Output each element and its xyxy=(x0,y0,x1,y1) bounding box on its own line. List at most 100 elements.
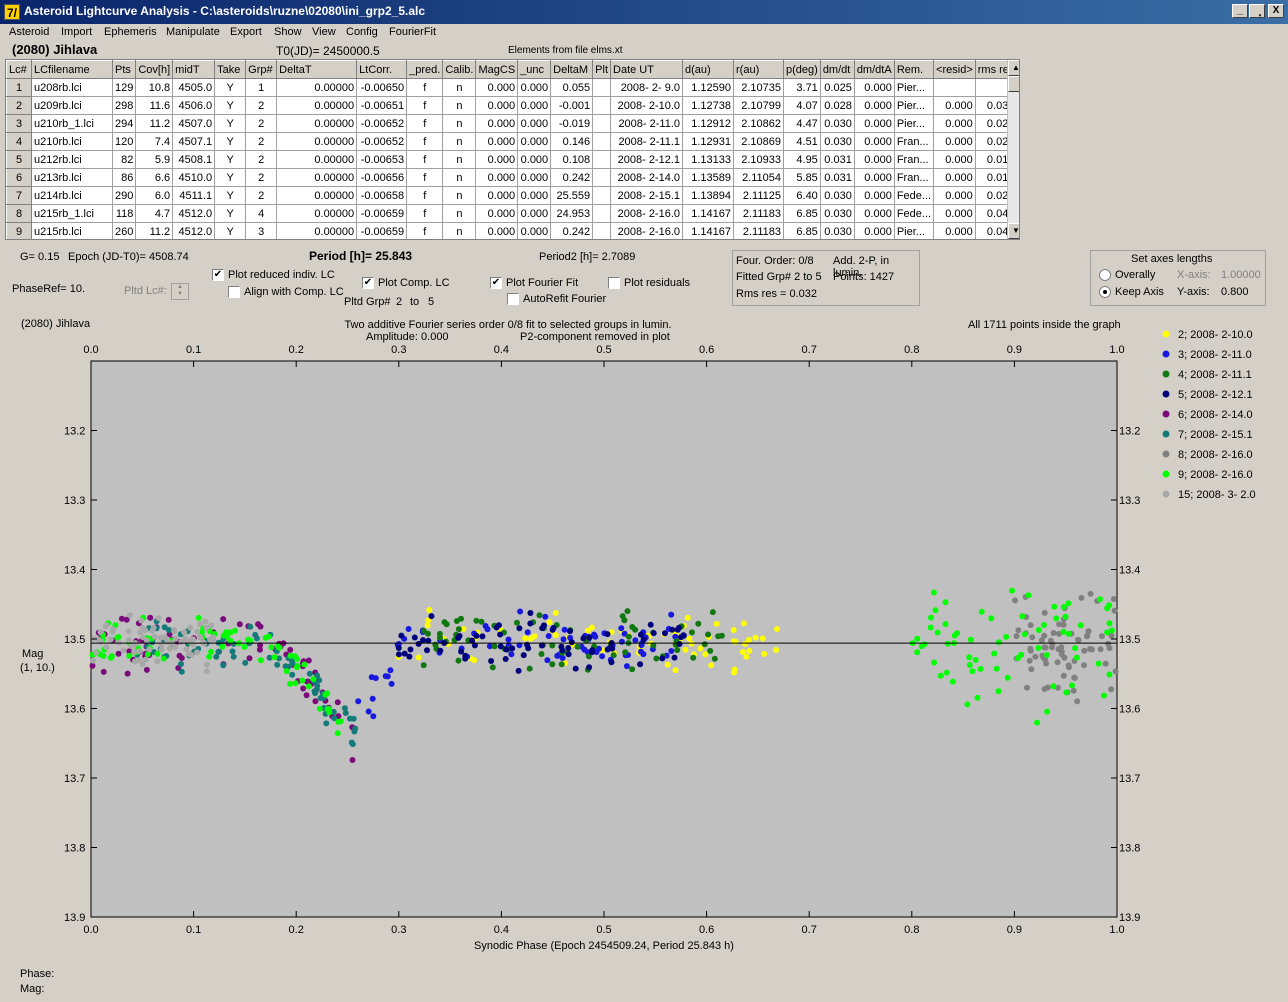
table-cell[interactable]: 0.030 xyxy=(819,204,855,223)
table-cell[interactable]: n xyxy=(442,222,477,239)
table-cell[interactable]: 0.030 xyxy=(819,114,855,133)
table-cell[interactable]: 11.6 xyxy=(135,96,174,115)
table-cell[interactable]: 2.11183 xyxy=(733,222,785,239)
lightcurve-plot[interactable]: (2080) Jihlava Two additive Fourier serie… xyxy=(18,313,1270,965)
menu-manipulate[interactable]: Manipulate xyxy=(166,26,220,38)
table-cell[interactable]: 2.11054 xyxy=(733,168,785,187)
table-cell[interactable]: 0.000 xyxy=(853,132,895,151)
table-cell[interactable]: 0.108 xyxy=(550,150,594,169)
table-cell[interactable]: 1.14167 xyxy=(682,222,735,239)
column-header[interactable]: Cov[h] xyxy=(135,60,174,79)
table-cell[interactable]: 2008- 2-11.1 xyxy=(610,132,684,151)
table-row[interactable]: 5 u212rb.lci 82 5.9 4508.1 Y 2 0.00000 -0.00653 f… xyxy=(6,150,1018,169)
table-cell[interactable]: 118 xyxy=(111,204,137,223)
table-cell[interactable]: 10.8 xyxy=(135,78,174,97)
table-cell[interactable]: 0.055 xyxy=(550,78,594,97)
table-cell[interactable]: 0.146 xyxy=(550,132,594,151)
table-cell[interactable]: 0.000 xyxy=(475,96,519,115)
table-cell[interactable]: Pier... xyxy=(893,96,935,115)
table-cell[interactable]: 0.031 xyxy=(819,168,855,187)
table-cell[interactable]: 0.000 xyxy=(853,78,895,97)
table-cell[interactable]: Y xyxy=(214,186,247,205)
table-cell[interactable]: 4507.0 xyxy=(172,114,216,133)
table-cell[interactable]: 1.13894 xyxy=(682,186,735,205)
table-cell[interactable]: 0.030 xyxy=(819,186,855,205)
period-value[interactable]: Period [h]= 25.843 xyxy=(309,249,413,263)
restore-button[interactable]: ܸ xyxy=(1249,4,1265,18)
table-cell[interactable]: 1.12931 xyxy=(682,132,735,151)
table-cell[interactable]: n xyxy=(442,186,477,205)
table-cell[interactable]: 0.000 xyxy=(517,186,552,205)
table-cell[interactable]: 0.000 xyxy=(517,132,552,151)
table-cell[interactable]: 7.4 xyxy=(135,132,174,151)
table-cell[interactable] xyxy=(592,204,612,223)
table-cell[interactable]: Y xyxy=(214,96,247,115)
menu-fourierfit[interactable]: FourierFit xyxy=(389,26,437,38)
table-row[interactable]: 2 u209rb.lci 298 11.6 4506.0 Y 2 0.00000 -0.0065… xyxy=(6,96,1018,115)
menu-asteroid[interactable]: Asteroid xyxy=(9,26,50,38)
table-cell[interactable]: 6.85 xyxy=(783,204,821,223)
table-cell[interactable]: -0.00652 xyxy=(356,114,408,133)
table-cell[interactable] xyxy=(592,78,612,97)
table-cell[interactable]: 4507.1 xyxy=(172,132,216,151)
table-cell[interactable]: 0.242 xyxy=(550,168,594,187)
row-number[interactable]: 9 xyxy=(6,222,32,239)
table-cell[interactable]: 0.000 xyxy=(517,78,552,97)
table-cell[interactable]: 6.85 xyxy=(783,222,821,239)
table-cell[interactable]: 0.000 xyxy=(853,204,895,223)
table-cell[interactable] xyxy=(592,150,612,169)
align-comp-checkbox[interactable]: Align with Comp. LC xyxy=(228,286,344,298)
table-cell[interactable]: n xyxy=(442,204,477,223)
table-cell[interactable]: 1.13133 xyxy=(682,150,735,169)
table-cell[interactable]: 1.13589 xyxy=(682,168,735,187)
table-cell[interactable]: u213rb.lci xyxy=(31,168,113,187)
lightcurve-chart[interactable]: (2080) Jihlava Two additive Fourier serie… xyxy=(18,313,1270,965)
row-number[interactable]: 3 xyxy=(6,114,32,133)
table-cell[interactable]: 4 xyxy=(245,204,278,223)
row-number[interactable]: 7 xyxy=(6,186,32,205)
keep-axis-radio[interactable]: Keep Axis xyxy=(1099,286,1164,298)
table-cell[interactable]: 4505.0 xyxy=(172,78,216,97)
table-cell[interactable]: Y xyxy=(214,150,247,169)
row-number[interactable]: 4 xyxy=(6,132,32,151)
menu-view[interactable]: View xyxy=(312,26,336,38)
table-cell[interactable]: 0.000 xyxy=(517,114,552,133)
table-cell[interactable]: 4512.0 xyxy=(172,204,216,223)
table-cell[interactable]: 2008- 2-11.0 xyxy=(610,114,684,133)
menu-ephemeris[interactable]: Ephemeris xyxy=(104,26,157,38)
table-cell[interactable] xyxy=(592,96,612,115)
table-cell[interactable]: n xyxy=(442,168,477,187)
table-cell[interactable]: 4512.0 xyxy=(172,222,216,239)
table-cell[interactable]: 2.10862 xyxy=(733,114,785,133)
table-cell[interactable]: 6.6 xyxy=(135,168,174,187)
table-cell[interactable]: 260 xyxy=(111,222,137,239)
table-cell[interactable]: -0.019 xyxy=(550,114,594,133)
table-cell[interactable]: 2.11125 xyxy=(733,186,785,205)
table-cell[interactable]: Y xyxy=(214,168,247,187)
table-cell[interactable]: f xyxy=(406,204,444,223)
table-cell[interactable]: 0.000 xyxy=(933,204,976,223)
table-cell[interactable]: Y xyxy=(214,204,247,223)
table-cell[interactable]: 4510.0 xyxy=(172,168,216,187)
table-cell[interactable]: Fede... xyxy=(893,204,935,223)
table-cell[interactable] xyxy=(592,168,612,187)
table-cell[interactable]: 0.000 xyxy=(933,186,976,205)
table-cell[interactable]: 3.71 xyxy=(783,78,821,97)
period2-value[interactable]: Period2 [h]= 2.7089 xyxy=(539,251,636,263)
table-cell[interactable]: 0.00000 xyxy=(276,96,358,115)
table-cell[interactable]: 0.000 xyxy=(475,168,519,187)
table-cell[interactable]: 5.85 xyxy=(783,168,821,187)
table-row[interactable]: 7 u214rb.lci 290 6.0 4511.1 Y 2 0.00000 -0.00658… xyxy=(6,186,1018,205)
table-cell[interactable]: 2008- 2-10.0 xyxy=(610,96,684,115)
table-cell[interactable]: n xyxy=(442,150,477,169)
table-cell[interactable]: 0.000 xyxy=(517,150,552,169)
table-cell[interactable]: -0.00658 xyxy=(356,186,408,205)
table-cell[interactable]: -0.001 xyxy=(550,96,594,115)
table-cell[interactable]: 11.2 xyxy=(135,222,174,239)
table-cell[interactable]: u215rb_1.lci xyxy=(31,204,113,223)
table-cell[interactable]: 0.025 xyxy=(819,78,855,97)
menu-show[interactable]: Show xyxy=(274,26,302,38)
plot-residuals-checkbox[interactable]: Plot residuals xyxy=(608,277,690,289)
table-cell[interactable]: 1.12912 xyxy=(682,114,735,133)
table-cell[interactable]: u209rb.lci xyxy=(31,96,113,115)
